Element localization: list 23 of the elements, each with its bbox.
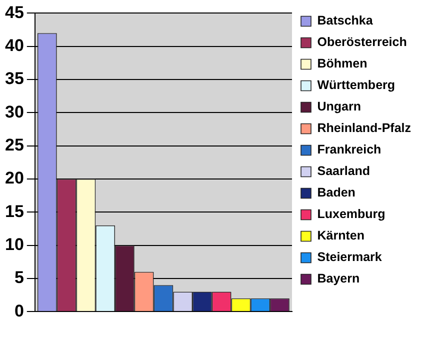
legend-label: Baden <box>317 186 356 200</box>
legend-label: Württemberg <box>317 78 396 92</box>
legend-label: Böhmen <box>317 56 368 71</box>
legend-label: Kärnten <box>317 228 364 243</box>
y-tick-label: 20 <box>4 168 24 188</box>
y-tick-label: 0 <box>14 301 24 320</box>
legend-label: Luxemburg <box>317 207 386 222</box>
legend-label: Ungarn <box>317 100 361 114</box>
legend-label: Bayern <box>317 272 360 286</box>
legend-label: Frankreich <box>317 142 382 157</box>
y-tick-label: 10 <box>4 234 24 254</box>
legend-label: Steiermark <box>317 250 382 264</box>
y-tick-label: 15 <box>4 202 24 221</box>
legend-label: Saarland <box>317 164 370 178</box>
y-tick-label: 5 <box>14 268 24 288</box>
y-tick-label: 30 <box>4 102 24 122</box>
y-tick-label: 40 <box>4 36 24 56</box>
legend-label: Batschka <box>317 14 374 28</box>
y-tick-label: 25 <box>4 136 24 155</box>
y-tick-label: 45 <box>4 2 24 22</box>
legend-label: Oberösterreich <box>317 35 407 50</box>
y-tick-label: 35 <box>4 69 24 88</box>
legend-label: Rheinland-Pfalz <box>317 121 412 136</box>
